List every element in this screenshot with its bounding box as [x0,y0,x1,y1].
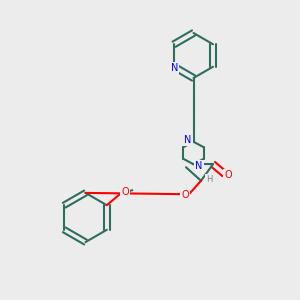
Text: O: O [121,187,129,197]
Text: N: N [171,63,178,73]
Text: N: N [184,135,192,145]
Text: O: O [224,170,232,180]
Text: N: N [195,161,203,171]
Text: O: O [181,190,189,200]
Text: H: H [206,175,213,184]
